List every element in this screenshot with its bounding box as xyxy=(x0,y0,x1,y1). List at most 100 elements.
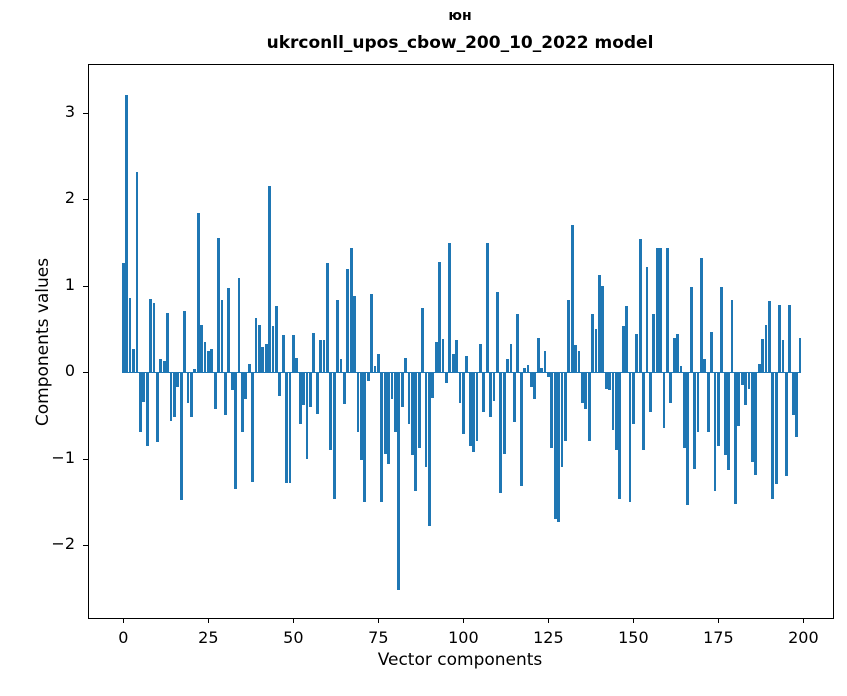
bar xyxy=(237,277,241,373)
bar xyxy=(346,269,350,373)
x-tick-label: 150 xyxy=(618,628,649,647)
bar xyxy=(135,172,139,373)
bar xyxy=(319,340,322,373)
bar xyxy=(336,300,339,373)
bar xyxy=(445,372,448,384)
bar xyxy=(567,300,571,373)
chart-title: ukrconll_upos_cbow_200_10_2022 model xyxy=(266,33,654,53)
bar xyxy=(703,359,707,373)
x-tick-label: 75 xyxy=(368,628,389,647)
bar xyxy=(601,285,605,373)
bar xyxy=(781,340,785,373)
bar xyxy=(312,333,316,373)
bar xyxy=(604,372,608,389)
bar xyxy=(768,301,771,373)
x-tick-mark xyxy=(293,618,295,623)
bar xyxy=(441,339,445,373)
bar xyxy=(506,359,509,373)
bar xyxy=(540,367,543,373)
bar xyxy=(642,372,645,451)
bar xyxy=(152,302,156,373)
bar xyxy=(397,372,401,591)
bar xyxy=(278,372,282,397)
x-tick-mark xyxy=(378,618,380,623)
bar xyxy=(676,334,679,373)
bar xyxy=(349,248,353,373)
bar xyxy=(700,257,703,373)
bar xyxy=(625,305,628,373)
bar xyxy=(615,372,618,451)
bar xyxy=(162,360,166,373)
bar xyxy=(523,367,526,373)
bar xyxy=(353,296,356,373)
bar xyxy=(128,297,132,373)
bar xyxy=(411,372,414,456)
bar xyxy=(145,372,149,446)
bar xyxy=(751,372,754,463)
bar xyxy=(428,372,431,527)
bar xyxy=(744,372,747,406)
bar xyxy=(659,248,662,373)
bar xyxy=(465,355,469,373)
bar xyxy=(628,372,632,503)
bar xyxy=(536,337,540,373)
x-tick-label: 50 xyxy=(283,628,304,647)
bar xyxy=(621,326,625,373)
bar xyxy=(547,372,550,378)
bar xyxy=(302,372,305,406)
bar xyxy=(390,372,394,400)
chart-suptitle: юн xyxy=(448,8,472,24)
bar xyxy=(513,372,516,423)
bar xyxy=(247,363,251,373)
bar xyxy=(584,372,588,409)
bar xyxy=(407,372,411,425)
bar xyxy=(292,335,295,373)
bar xyxy=(264,343,268,373)
bar xyxy=(693,372,696,470)
bar xyxy=(598,275,601,373)
bar xyxy=(458,372,462,403)
bar xyxy=(223,372,227,416)
bar xyxy=(172,372,176,418)
bar xyxy=(281,335,285,373)
bar xyxy=(380,372,384,503)
bar xyxy=(479,343,482,373)
bar xyxy=(788,304,792,373)
x-tick-mark xyxy=(548,618,550,623)
bar xyxy=(309,372,312,407)
bar xyxy=(438,262,441,373)
bar xyxy=(645,266,649,373)
bar xyxy=(366,372,370,381)
bar xyxy=(329,372,333,451)
bar xyxy=(125,95,129,373)
bar xyxy=(672,337,676,373)
bar xyxy=(455,340,458,373)
bar xyxy=(761,339,764,373)
bar xyxy=(519,372,523,486)
x-tick-label: 100 xyxy=(448,628,479,647)
bar xyxy=(356,372,360,432)
bar xyxy=(475,372,479,441)
bar xyxy=(258,324,261,373)
bar xyxy=(213,372,217,409)
bar xyxy=(468,372,472,446)
bar xyxy=(217,238,220,373)
x-tick-mark xyxy=(803,618,805,623)
y-tick-mark xyxy=(83,285,88,287)
bar xyxy=(189,372,193,418)
bar xyxy=(254,317,258,373)
bar xyxy=(679,366,683,373)
y-axis-label: Components values xyxy=(33,257,53,427)
bar xyxy=(417,372,421,448)
bar xyxy=(404,357,407,373)
bar xyxy=(298,372,302,425)
bar xyxy=(516,314,520,373)
bar xyxy=(196,212,200,373)
bar xyxy=(798,337,802,373)
bar xyxy=(608,372,611,391)
bar xyxy=(200,325,203,373)
bar xyxy=(159,359,163,373)
x-tick-label: 0 xyxy=(118,628,129,647)
bar xyxy=(315,372,319,414)
bar xyxy=(747,372,751,389)
